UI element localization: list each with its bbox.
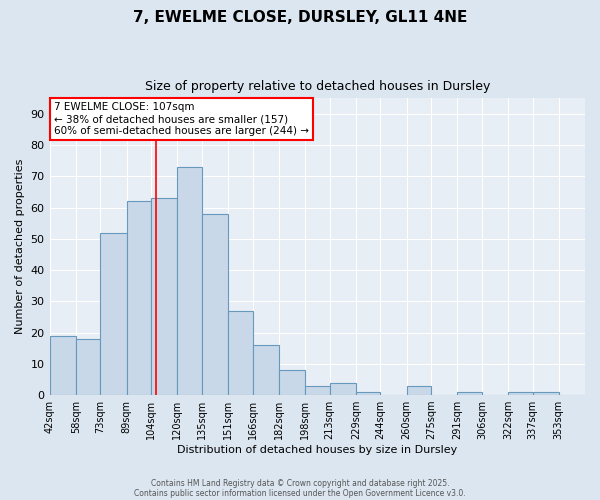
Bar [202, 214, 228, 395]
Bar [177, 167, 202, 395]
Bar [356, 392, 380, 395]
Text: Contains HM Land Registry data © Crown copyright and database right 2025.: Contains HM Land Registry data © Crown c… [151, 478, 449, 488]
Bar [279, 370, 305, 395]
Bar [100, 232, 127, 395]
Bar [305, 386, 329, 395]
X-axis label: Distribution of detached houses by size in Dursley: Distribution of detached houses by size … [177, 445, 457, 455]
Bar [508, 392, 533, 395]
Text: Contains public sector information licensed under the Open Government Licence v3: Contains public sector information licen… [134, 488, 466, 498]
Bar [533, 392, 559, 395]
Bar [76, 339, 100, 395]
Bar [253, 345, 279, 395]
Bar [50, 336, 76, 395]
Y-axis label: Number of detached properties: Number of detached properties [15, 159, 25, 334]
Bar [457, 392, 482, 395]
Bar [407, 386, 431, 395]
Text: 7 EWELME CLOSE: 107sqm
← 38% of detached houses are smaller (157)
60% of semi-de: 7 EWELME CLOSE: 107sqm ← 38% of detached… [54, 102, 309, 136]
Bar [329, 382, 356, 395]
Bar [127, 202, 151, 395]
Text: 7, EWELME CLOSE, DURSLEY, GL11 4NE: 7, EWELME CLOSE, DURSLEY, GL11 4NE [133, 10, 467, 25]
Title: Size of property relative to detached houses in Dursley: Size of property relative to detached ho… [145, 80, 490, 93]
Bar [228, 310, 253, 395]
Bar [151, 198, 177, 395]
